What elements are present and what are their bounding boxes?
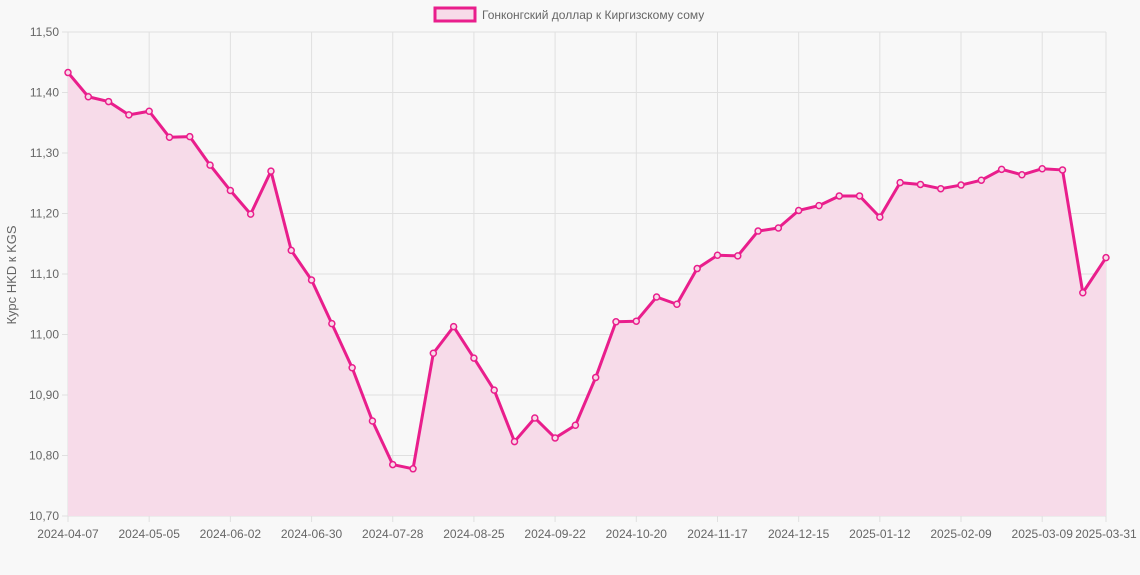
data-point (652, 293, 661, 301)
x-tick-label: 2024-10-20 (606, 527, 668, 541)
y-axis-label: Курс HKD к KGS (4, 225, 19, 324)
data-point (490, 386, 498, 394)
data-point (84, 92, 93, 101)
data-point (774, 224, 783, 232)
data-point (632, 317, 641, 325)
data-point (1018, 171, 1026, 179)
y-tick-label: 11,20 (30, 207, 59, 221)
data-point (977, 176, 986, 184)
y-tick-label: 11,00 (30, 328, 59, 342)
data-point (936, 184, 945, 193)
y-tick-label: 10,80 (29, 449, 59, 463)
data-point (510, 437, 519, 446)
data-point (896, 178, 904, 187)
data-point (794, 206, 803, 215)
data-point (673, 300, 681, 308)
data-point (328, 319, 336, 328)
x-tick-label: 2024-12-15 (768, 527, 830, 541)
data-point (64, 68, 72, 77)
legend[interactable]: Гонконгский доллар к Киргизскому сому (433, 6, 704, 23)
y-axis-ticks: 10,70 10,80 10,90 11,00 11,10 11,20 11,30 11,40… (29, 25, 59, 523)
area-fill (68, 72, 1106, 516)
data-point (348, 364, 356, 372)
data-point (876, 213, 884, 221)
data-point (1079, 289, 1087, 297)
data-point (165, 133, 174, 142)
x-tick-label: 2024-04-07 (37, 527, 99, 541)
data-point (612, 318, 620, 326)
series-path (66, 71, 1108, 471)
y-tick-label: 11,50 (30, 25, 59, 39)
data-point (815, 201, 823, 210)
data-point (186, 132, 194, 141)
data-point (267, 167, 275, 175)
data-point (145, 107, 153, 116)
y-tick-label: 10,70 (29, 509, 59, 523)
x-tick-label: 2025-03-31 (1075, 527, 1137, 541)
data-point (470, 354, 478, 362)
data-point (591, 373, 600, 382)
data-point (571, 421, 580, 429)
x-tick-label: 2024-06-02 (200, 527, 262, 541)
data-point (734, 252, 742, 260)
data-point (916, 180, 925, 189)
y-tick-label: 11,30 (30, 146, 59, 160)
data-point (104, 97, 113, 106)
data-point (997, 165, 1006, 174)
x-tick-label: 2025-01-12 (849, 527, 911, 541)
data-point (531, 414, 539, 422)
data-point (713, 251, 722, 259)
y-tick-label: 11,40 (30, 86, 59, 100)
x-tick-label: 2024-09-22 (524, 527, 586, 541)
x-tick-label: 2024-11-17 (687, 527, 748, 541)
data-point (409, 465, 417, 473)
data-point (429, 349, 438, 358)
legend-label[interactable]: Гонконгский доллар к Киргизскому сому (482, 8, 704, 22)
data-points (64, 68, 1110, 473)
data-point (206, 161, 214, 169)
series-line (66, 71, 1108, 471)
data-point (835, 192, 843, 200)
data-point (1038, 164, 1046, 173)
data-point (754, 227, 762, 235)
data-point (1058, 166, 1067, 174)
x-tick-label: 2024-05-05 (118, 527, 180, 541)
x-tick-label: 2025-03-09 (1012, 527, 1074, 541)
data-point (957, 181, 965, 189)
data-point (246, 210, 255, 218)
data-point (1102, 253, 1110, 262)
data-point (125, 111, 133, 119)
data-point (368, 417, 377, 425)
x-tick-label: 2024-06-30 (281, 527, 343, 541)
y-tick-label: 11,10 (30, 267, 59, 281)
data-point (287, 246, 296, 255)
data-point (693, 264, 701, 273)
x-tick-label: 2024-08-25 (443, 527, 505, 541)
data-point (551, 434, 559, 442)
x-axis-ticks: 2024-04-07 2024-05-05 2024-06-02 2024-06-30… (37, 527, 1137, 541)
y-tick-label: 10,90 (29, 388, 59, 402)
data-point (855, 192, 864, 200)
x-tick-label: 2025-02-09 (930, 527, 992, 541)
x-tick-label: 2024-07-28 (362, 527, 424, 541)
legend-swatch[interactable] (433, 6, 477, 23)
data-point (307, 276, 316, 284)
data-point (449, 322, 458, 331)
data-point (388, 460, 397, 469)
series-area (68, 72, 1106, 516)
data-point (226, 186, 235, 195)
